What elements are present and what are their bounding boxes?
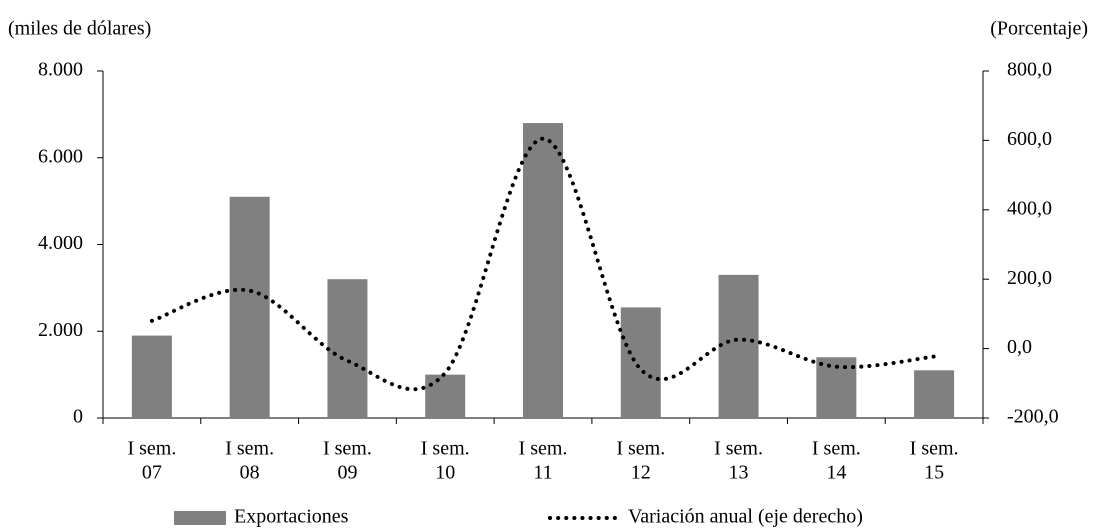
y2-tick-label: 0,0 (1007, 336, 1032, 358)
x-tick-label: I sem. (323, 438, 372, 460)
bar (620, 307, 661, 418)
x-tick-label: 14 (826, 462, 846, 484)
x-tick-label: I sem. (127, 438, 176, 460)
bar (327, 279, 368, 418)
bar (425, 374, 466, 418)
x-tick-label: 11 (533, 462, 552, 484)
x-tick-label: 07 (142, 462, 162, 484)
bar (229, 196, 270, 418)
legend-label: Exportaciones (234, 506, 349, 528)
bar (914, 370, 955, 418)
y-tick-label: 2.000 (38, 319, 83, 341)
x-tick-label: 09 (337, 462, 357, 484)
line (149, 136, 937, 392)
bar (131, 335, 172, 418)
x-tick-label: I sem. (714, 438, 763, 460)
y2-tick-label: 400,0 (1007, 197, 1052, 219)
legend-label: Variación anual (eje derecho) (628, 506, 863, 528)
bar (523, 123, 563, 419)
y2-tick-label: -200,0 (1007, 406, 1059, 428)
x-tick-label: I sem. (616, 438, 665, 460)
y2-tick-label: 600,0 (1007, 128, 1052, 150)
y-tick-label: 0 (73, 406, 83, 428)
y2-axis-label: (Porcentaje) (990, 18, 1088, 40)
x-tick-label: 13 (729, 462, 749, 484)
y-tick-label: 4.000 (38, 232, 83, 254)
y-tick-label: 8.000 (38, 59, 83, 81)
x-tick-label: 08 (240, 462, 260, 484)
x-tick-label: I sem. (910, 438, 959, 460)
bar (718, 274, 759, 418)
legend-swatch (174, 511, 226, 525)
x-tick-label: I sem. (812, 438, 861, 460)
x-tick-label: I sem. (519, 438, 568, 460)
x-tick-label: I sem. (225, 438, 274, 460)
y2-tick-label: 200,0 (1007, 267, 1052, 289)
x-tick-label: 12 (631, 462, 651, 484)
x-tick-label: I sem. (421, 438, 470, 460)
x-tick-label: 15 (924, 462, 944, 484)
y-axis-label: (miles de dólares) (8, 18, 151, 40)
y2-tick-label: 800,0 (1007, 59, 1052, 81)
x-tick-label: 10 (435, 462, 455, 484)
y-tick-label: 6.000 (38, 145, 83, 167)
